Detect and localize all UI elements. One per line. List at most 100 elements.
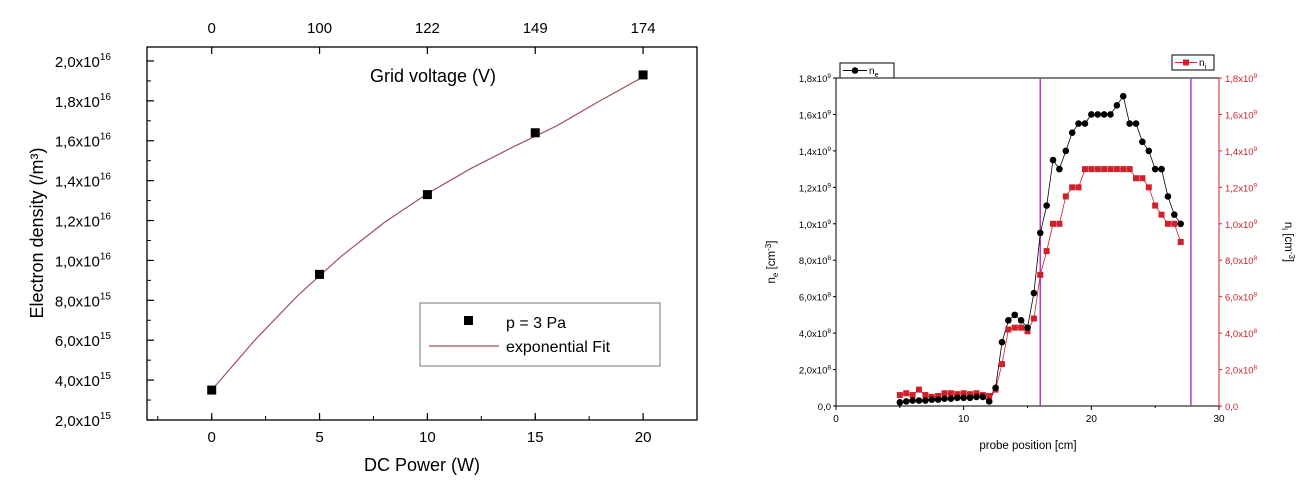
right-left-y-tick-label: 6,0x108 <box>799 292 832 304</box>
right-left-y-tick-label: 1,4x109 <box>799 146 832 158</box>
right-ne-data-point <box>1024 324 1031 331</box>
right-ne-data-point <box>998 338 1006 346</box>
right-ni-data-point <box>1030 315 1037 322</box>
right-ni-data-point <box>1056 220 1063 227</box>
right-left-y-axis-title: ne [cm-3] <box>764 241 780 284</box>
right-right-y-axis-title: ni [cm-3] <box>1280 222 1296 262</box>
left-plot-frame <box>146 46 698 421</box>
right-ne-data-point <box>1075 120 1082 127</box>
right-x-tick-label: 10 <box>958 414 970 425</box>
right-ni-data-point <box>903 390 910 397</box>
right-right-y-tick-label: 6,0x108 <box>1225 292 1258 304</box>
left-data-point <box>638 70 648 80</box>
left-y-tick-label: 2,0x1016 <box>55 52 112 71</box>
right-ni-data-point <box>1050 220 1057 227</box>
right-ne-data-point <box>928 396 936 403</box>
left-data-point <box>422 190 432 200</box>
right-ni-data-point <box>986 392 993 399</box>
right-x-tick-label: 20 <box>1086 414 1098 425</box>
left-y-tick-label: 4,0x1015 <box>55 371 112 390</box>
right-ni-data-point <box>960 390 967 397</box>
right-ni-data-point <box>1043 248 1050 255</box>
left-legend-label: exponential Fit <box>506 339 611 356</box>
right-left-y-tick-label: 0,0 <box>818 402 831 413</box>
right-ne-data-point <box>1177 220 1184 228</box>
right-right-y-tick-label: 1,6x109 <box>1225 109 1258 121</box>
right-right-y-tick-label: 8,0x108 <box>1225 255 1258 267</box>
left-y-tick-label: 2,0x1015 <box>55 411 112 430</box>
right-ni-data-point <box>1094 166 1101 173</box>
left-top-tick-label: 0 <box>208 20 216 37</box>
right-ne-data-point <box>1062 147 1070 155</box>
right-ne-data-point <box>985 398 993 405</box>
right-ne-data-point <box>1056 165 1063 173</box>
right-ne-data-point <box>909 397 916 404</box>
right-ni-data-point <box>1158 211 1165 218</box>
right-ni-data-point <box>967 391 974 398</box>
right-right-y-tick-label: 1,2x109 <box>1225 182 1258 194</box>
right-ni-data-point <box>1177 239 1184 245</box>
right-legend-ni-marker <box>1183 59 1189 66</box>
right-x-tick-label: 30 <box>1213 414 1225 425</box>
right-ni-data-point <box>1081 166 1088 173</box>
right-ne-data-point <box>1094 111 1102 118</box>
right-ne-data-point <box>992 384 999 392</box>
right-left-y-tick-label: 8,0x108 <box>799 255 832 267</box>
right-legend-ne-marker <box>851 67 859 74</box>
right-left-y-tick-label: 1,8x109 <box>799 73 832 85</box>
right-ne-data-point <box>896 399 904 406</box>
right-ne-data-point <box>1151 165 1159 173</box>
right-left-y-tick-label: 2,0x108 <box>799 365 832 377</box>
left-top-tick-label: 122 <box>415 20 440 37</box>
right-ne-data-point <box>1100 111 1108 118</box>
right-ni-data-point <box>1133 175 1140 182</box>
left-top-axis-title: Grid voltage (V) <box>370 66 496 86</box>
right-ni-data-point <box>909 392 916 399</box>
right-ne-data-point <box>1088 111 1095 118</box>
right-right-y-tick-label: 1,8x109 <box>1225 73 1258 85</box>
right-ni-data-point <box>1152 202 1159 209</box>
left-x-tick-label: 15 <box>527 429 544 446</box>
right-ni-data-point <box>1075 184 1082 191</box>
right-ne-data-point <box>966 394 974 402</box>
right-ni-data-point <box>922 392 929 399</box>
left-top-tick-label: 149 <box>523 20 548 37</box>
right-ne-data-point <box>1145 147 1153 155</box>
left-y-axis-title: Electron density (/m³) <box>27 147 47 318</box>
right-ne-data-point <box>941 395 948 403</box>
right-ne-data-point <box>1049 156 1057 164</box>
right-ne-data-point <box>1113 102 1121 109</box>
right-ne-data-point <box>1171 211 1178 218</box>
right-ne-data-point <box>1164 193 1172 200</box>
right-ne-data-point <box>1036 229 1044 237</box>
right-ne-data-point <box>915 397 923 404</box>
right-right-y-tick-label: 0,0 <box>1225 402 1238 413</box>
right-ne-data-point <box>1119 92 1127 100</box>
right-ni-data-point <box>896 392 903 399</box>
right-ni-data-point <box>1011 324 1018 331</box>
right-ni-data-point <box>1037 271 1044 278</box>
right-ne-data-point <box>902 398 910 405</box>
right-legend-ne-label: ne <box>869 66 879 79</box>
right-legend-ni-label: ni <box>1199 58 1207 71</box>
right-left-y-tick-label: 1,6x109 <box>799 109 832 121</box>
right-ni-data-point <box>1113 166 1120 173</box>
right-ni-data-point <box>1024 328 1031 335</box>
right-ne-data-point <box>947 395 955 403</box>
right-ne-data-point <box>1043 202 1050 209</box>
right-ne-data-point <box>1126 120 1133 127</box>
left-x-axis-title: DC Power (W) <box>364 455 480 475</box>
right-right-y-tick-label: 4,0x108 <box>1225 328 1258 340</box>
right-ne-data-point <box>1107 111 1114 118</box>
right-ne-data-point <box>1017 317 1025 324</box>
right-ni-data-point <box>1120 166 1127 173</box>
left-y-tick-label: 1,2x1016 <box>55 212 112 231</box>
left-data-point <box>207 385 217 395</box>
right-right-y-tick-label: 1,4x109 <box>1225 146 1258 158</box>
left-legend-box <box>419 302 661 367</box>
right-ni-data-point <box>1107 166 1114 173</box>
left-x-tick-label: 5 <box>315 429 323 446</box>
right-ni-data-point <box>1171 220 1178 227</box>
right-x-axis-title: probe position [cm] <box>979 440 1076 452</box>
right-left-y-tick-label: 1,2x109 <box>799 182 832 194</box>
